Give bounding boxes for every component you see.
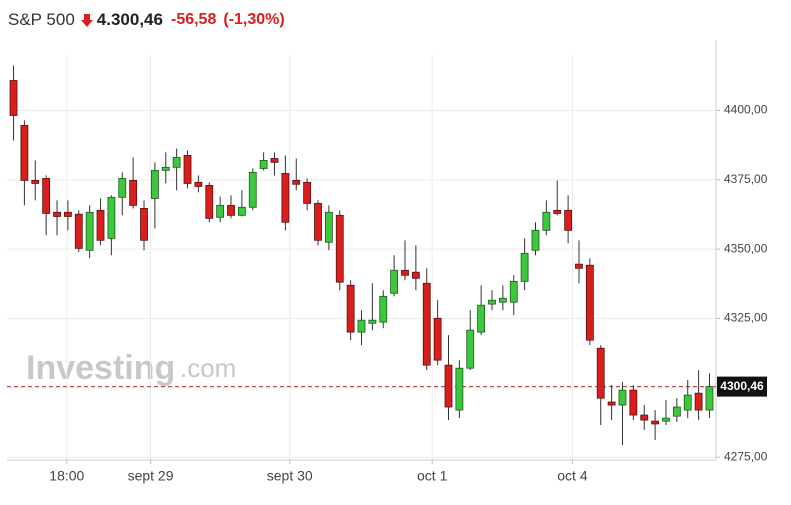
candle-body [564, 209, 573, 231]
y-tick-label: 4350,00 [724, 241, 768, 255]
x-tick-label: oct 4 [557, 468, 588, 484]
price: 4.300,46 [96, 10, 163, 29]
last-price-tag [717, 376, 767, 397]
candle-body [401, 269, 409, 276]
change-percent: (-1,30%) [223, 11, 285, 28]
candle-body [488, 299, 496, 305]
x-tick-label: sept 29 [128, 468, 174, 484]
candle-body [368, 319, 377, 324]
candle-body [455, 367, 464, 411]
y-tick-label: 4400,00 [724, 103, 768, 117]
last-price-label: 4300,46 [720, 379, 764, 393]
candle-body [596, 347, 605, 399]
candle-body [683, 394, 692, 411]
candle-body [672, 406, 681, 417]
candle-body [172, 156, 181, 168]
candle-body [31, 179, 40, 184]
x-tick-label: 18:00 [49, 468, 84, 484]
candle-body [433, 317, 442, 361]
candle-body [466, 329, 475, 369]
candle-body [575, 263, 583, 269]
candle-body [292, 179, 301, 185]
candle-body [150, 169, 159, 199]
y-tick-label: 4375,00 [724, 172, 768, 186]
candle-body [303, 181, 312, 204]
candle-body [705, 386, 714, 411]
candle-body [618, 389, 627, 406]
candle-body [542, 211, 551, 231]
candle-body [216, 204, 225, 218]
candle-body [85, 211, 94, 251]
candle-body [74, 213, 83, 249]
candle-body [444, 364, 453, 408]
candle-body [107, 196, 116, 239]
chart: Investing.com4275,004300,004325,004350,0… [7, 40, 768, 484]
y-tick-label: 4275,00 [724, 449, 768, 463]
instrument-name: S&P 500 [8, 10, 75, 29]
candle-body [194, 181, 203, 187]
candle-body [129, 179, 138, 206]
x-tick-label: oct 1 [417, 468, 448, 484]
candle-body [140, 208, 148, 241]
candle-body [411, 271, 420, 279]
down-arrow [80, 14, 93, 27]
candle-body [553, 209, 562, 214]
candle-body [270, 158, 279, 163]
candle-body [237, 206, 246, 216]
candle-body [694, 392, 703, 411]
candle-body [509, 280, 518, 303]
change: -56,58 [170, 11, 217, 28]
candle-body [357, 319, 366, 333]
candle-body [205, 184, 214, 219]
candle-body [183, 155, 192, 184]
watermark: Investing [26, 349, 175, 387]
candle-body [651, 420, 660, 425]
candle-body [390, 269, 399, 294]
x-tick-label: sept 30 [267, 468, 313, 484]
candle-body [662, 417, 670, 422]
candle-body [477, 304, 486, 333]
candle-body [53, 211, 61, 217]
candle-body [9, 80, 18, 116]
candle-body [379, 295, 388, 323]
candle-body [259, 160, 268, 169]
candle-body [227, 204, 235, 216]
candle-body [607, 401, 616, 406]
candle-body [248, 171, 257, 208]
candle-body [314, 203, 322, 241]
watermark: .com [180, 353, 236, 383]
candle-body [42, 178, 51, 214]
candle-body [346, 284, 355, 333]
candle-body [531, 229, 540, 251]
candle-body [585, 264, 594, 341]
candle-body [161, 166, 170, 171]
candle-body [281, 173, 290, 223]
y-tick-label: 4325,00 [724, 311, 768, 325]
candle-body [20, 125, 29, 181]
candle-body [422, 282, 431, 366]
candle-body [640, 414, 649, 421]
header: S&P 500 4.300,46 -56,58 (-1,30%) [8, 8, 292, 32]
candle-body [335, 214, 344, 283]
candle-body [96, 209, 105, 241]
candle-body [63, 211, 72, 217]
candle-body [629, 389, 638, 416]
candle-body [324, 211, 333, 243]
candle-body [118, 178, 127, 198]
candle-body [498, 297, 507, 303]
candle-body [520, 252, 529, 282]
